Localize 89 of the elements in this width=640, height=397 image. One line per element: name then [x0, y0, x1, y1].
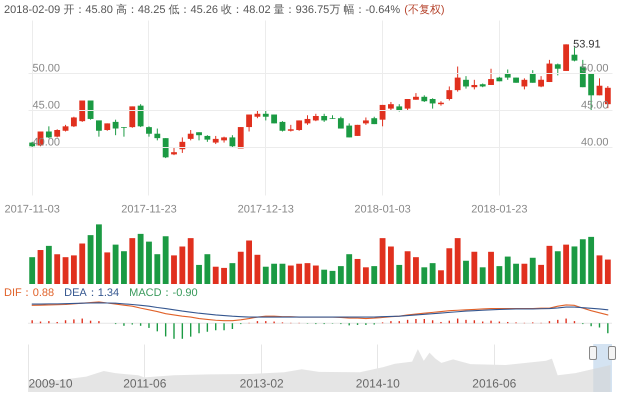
bar: [46, 246, 52, 284]
bar: [162, 236, 169, 284]
bar: [421, 267, 428, 284]
text: MACD：-0.90: [129, 287, 198, 299]
bar: [188, 238, 194, 284]
bar: [371, 266, 378, 284]
bar: [254, 254, 260, 284]
bar: [463, 260, 469, 284]
bar: [330, 270, 336, 284]
bar: [588, 236, 594, 284]
chart-subtitle: (不复权): [404, 4, 445, 16]
x-tick-label: 2009-10: [28, 376, 73, 390]
bar: [171, 255, 177, 284]
bar: [179, 246, 186, 284]
x-tick-label: 2011-06: [123, 376, 167, 390]
bar: [288, 266, 294, 284]
bar: [238, 252, 244, 284]
bar: [246, 240, 252, 284]
series-label: DIF：0.88: [4, 287, 54, 299]
bar: [413, 257, 419, 284]
bar: [513, 264, 519, 284]
x-tick-label: 2018-01-23: [471, 204, 528, 216]
bar: [404, 251, 411, 284]
bar: [29, 257, 36, 284]
bar: [480, 267, 486, 284]
x-tick-label: 2017-11-03: [4, 204, 60, 216]
y-tick-label: 45.00: [32, 100, 60, 112]
bar: [430, 263, 436, 284]
bar: [554, 251, 561, 284]
bar: [563, 244, 570, 284]
y-tick-label: 50.00: [32, 62, 60, 75]
bar: [304, 263, 310, 284]
bar: [79, 243, 86, 284]
x-tick-label: 2018-01-03: [354, 204, 411, 216]
bar: [388, 246, 394, 284]
bar: [321, 270, 328, 284]
bar: [112, 244, 119, 284]
bar: [454, 238, 461, 284]
bar: [538, 264, 544, 284]
x-tick-label: 2017-12-13: [238, 204, 294, 216]
bar: [121, 251, 127, 284]
bar: [229, 263, 236, 284]
bar: [154, 254, 160, 284]
annotation: 53.91: [573, 38, 601, 50]
bar: [70, 255, 77, 284]
bar: [54, 254, 60, 284]
bar: [280, 264, 286, 284]
bar: [104, 252, 110, 284]
bar: [338, 266, 344, 284]
bar: [396, 264, 402, 284]
bar: [312, 266, 319, 284]
series-label: DEA：1.34: [64, 287, 120, 299]
bar: [572, 246, 578, 284]
bar: [204, 254, 210, 284]
x-tick-label: 2017-11-23: [121, 204, 177, 216]
bar: [62, 257, 68, 284]
x-tick-label: 2013-02: [240, 376, 284, 390]
x-tick-label: 2016-06: [472, 376, 517, 390]
bar: [496, 266, 502, 284]
bar: [362, 267, 369, 284]
y2-tick-label: 40.00: [580, 136, 608, 149]
x-tick-label: 2014-10: [356, 376, 400, 390]
bar: [530, 258, 536, 284]
bar: [438, 270, 444, 284]
bar: [296, 264, 302, 284]
bar: [546, 246, 552, 284]
bar: [380, 238, 386, 284]
bar: [354, 258, 360, 284]
bar: [212, 266, 219, 284]
bar: [271, 264, 278, 284]
bar: [38, 250, 44, 284]
bar: [596, 255, 602, 284]
bar: [580, 239, 586, 284]
bar: [471, 252, 478, 284]
bar: [138, 234, 144, 284]
bar: [129, 238, 136, 284]
bar: [446, 248, 452, 284]
bar: [504, 256, 511, 284]
bar: [604, 260, 611, 284]
bar: [96, 224, 102, 284]
bar: [262, 266, 269, 284]
chart-title: 2018-02-09 开：45.80 高：48.25 低：45.26 收：48.02 量：936.75万 幅：-0.64%: [4, 4, 400, 16]
bar: [488, 252, 494, 284]
bar: [196, 264, 202, 284]
bar: [221, 268, 227, 284]
bar: [146, 242, 152, 284]
bar: [346, 254, 352, 284]
bar: [88, 235, 94, 284]
bar: [521, 264, 528, 284]
